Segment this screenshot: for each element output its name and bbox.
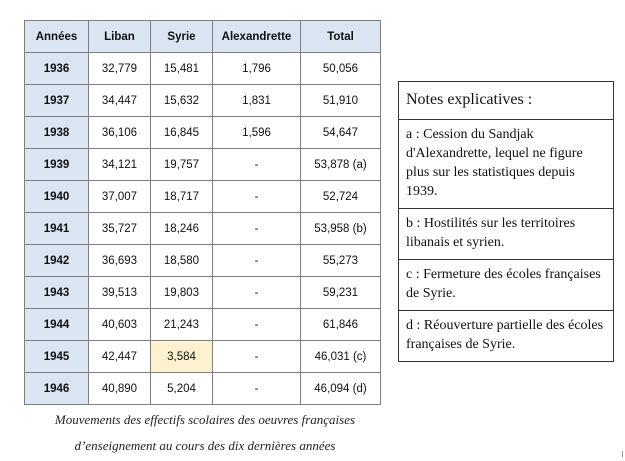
syrie-cell: 21,243 (150, 308, 213, 341)
total-cell: 46,031 (c) (300, 340, 381, 373)
table-row: 1944 40,603 21,243 - 61,846 (24, 308, 381, 341)
table-row: 1939 34,121 19,757 - 53,878 (a) (24, 148, 381, 181)
liban-cell: 36,693 (88, 244, 151, 277)
alexandrette-cell: - (212, 244, 301, 277)
header-total: Total (300, 20, 381, 53)
table-row: 1940 37,007 18,717 - 52,724 (24, 180, 381, 213)
table-row: 1942 36,693 18,580 - 55,273 (24, 244, 381, 277)
alexandrette-cell: - (212, 212, 301, 245)
table-header-row: Années Liban Syrie Alexandrette Total (24, 20, 381, 53)
year-cell: 1938 (24, 116, 89, 149)
syrie-cell: 19,757 (150, 148, 213, 181)
syrie-cell-highlighted: 3,584 (150, 340, 213, 373)
total-cell: 53,878 (a) (300, 148, 381, 181)
header-annees: Années (24, 20, 89, 53)
total-cell: 54,647 (300, 116, 381, 149)
year-cell: 1942 (24, 244, 89, 277)
liban-cell: 42,447 (88, 340, 151, 373)
year-cell: 1946 (24, 372, 89, 405)
total-cell: 59,231 (300, 276, 381, 309)
table-row: 1937 34,447 15,632 1,831 51,910 (24, 84, 381, 117)
table-row: 1941 35,727 18,246 - 53,958 (b) (24, 212, 381, 245)
table-row: 1936 32,779 15,481 1,796 50,056 (24, 52, 381, 85)
table-row: 1946 40,890 5,204 - 46,094 (d) (24, 372, 381, 405)
liban-cell: 37,007 (88, 180, 151, 213)
table-caption-line-2: d’enseignement au cours des dix dernière… (74, 438, 336, 453)
syrie-cell: 16,845 (150, 116, 213, 149)
notes-box: Notes explicatives : a : Cession du Sand… (398, 81, 614, 362)
header-alexandrette: Alexandrette (212, 20, 301, 53)
syrie-cell: 18,246 (150, 212, 213, 245)
note-d: d : Réouverture partielle des écoles fra… (399, 310, 613, 361)
liban-cell: 32,779 (88, 52, 151, 85)
alexandrette-cell: - (212, 148, 301, 181)
liban-cell: 40,890 (88, 372, 151, 405)
liban-cell: 34,121 (88, 148, 151, 181)
alexandrette-cell: - (212, 308, 301, 341)
header-liban: Liban (88, 20, 151, 53)
year-cell: 1943 (24, 276, 89, 309)
total-cell: 51,910 (300, 84, 381, 117)
notes-title: Notes explicatives : (406, 91, 533, 108)
table-row: 1943 39,513 19,803 - 59,231 (24, 276, 381, 309)
total-cell: 55,273 (300, 244, 381, 277)
liban-cell: 35,727 (88, 212, 151, 245)
syrie-cell: 15,481 (150, 52, 213, 85)
alexandrette-cell: 1,796 (212, 52, 301, 85)
table-row: 1938 36,106 16,845 1,596 54,647 (24, 116, 381, 149)
syrie-cell: 15,632 (150, 84, 213, 117)
alexandrette-cell: - (212, 276, 301, 309)
alexandrette-cell: 1,596 (212, 116, 301, 149)
alexandrette-cell: - (212, 372, 301, 405)
table-caption-line-1: Mouvements des effectifs scolaires des o… (54, 412, 356, 427)
year-cell: 1937 (24, 84, 89, 117)
liban-cell: 39,513 (88, 276, 151, 309)
year-cell: 1941 (24, 212, 89, 245)
year-cell: 1936 (24, 52, 89, 85)
total-cell: 46,094 (d) (300, 372, 381, 405)
liban-cell: 34,447 (88, 84, 151, 117)
alexandrette-cell: - (212, 340, 301, 373)
note-b: b : Hostilités sur les territoires liban… (399, 208, 613, 259)
total-cell: 53,958 (b) (300, 212, 381, 245)
syrie-cell: 18,580 (150, 244, 213, 277)
total-cell: 50,056 (300, 52, 381, 85)
year-cell: 1945 (24, 340, 89, 373)
header-syrie: Syrie (150, 20, 213, 53)
total-cell: 52,724 (300, 180, 381, 213)
syrie-cell: 5,204 (150, 372, 213, 405)
year-cell: 1940 (24, 180, 89, 213)
note-c: c : Fermeture des écoles françaises de S… (399, 259, 613, 310)
alexandrette-cell: - (212, 180, 301, 213)
table-row: 1945 42,447 3,584 - 46,031 (c) (24, 340, 381, 373)
year-cell: 1944 (24, 308, 89, 341)
total-cell: 61,846 (300, 308, 381, 341)
edge-mark (622, 451, 623, 457)
liban-cell: 36,106 (88, 116, 151, 149)
liban-cell: 40,603 (88, 308, 151, 341)
year-cell: 1939 (24, 148, 89, 181)
syrie-cell: 19,803 (150, 276, 213, 309)
note-a: a : Cession du Sandjak d'Alexandrette, l… (399, 119, 613, 208)
enrollment-table: Années Liban Syrie Alexandrette Total 19… (24, 20, 381, 405)
alexandrette-cell: 1,831 (212, 84, 301, 117)
syrie-cell: 18,717 (150, 180, 213, 213)
